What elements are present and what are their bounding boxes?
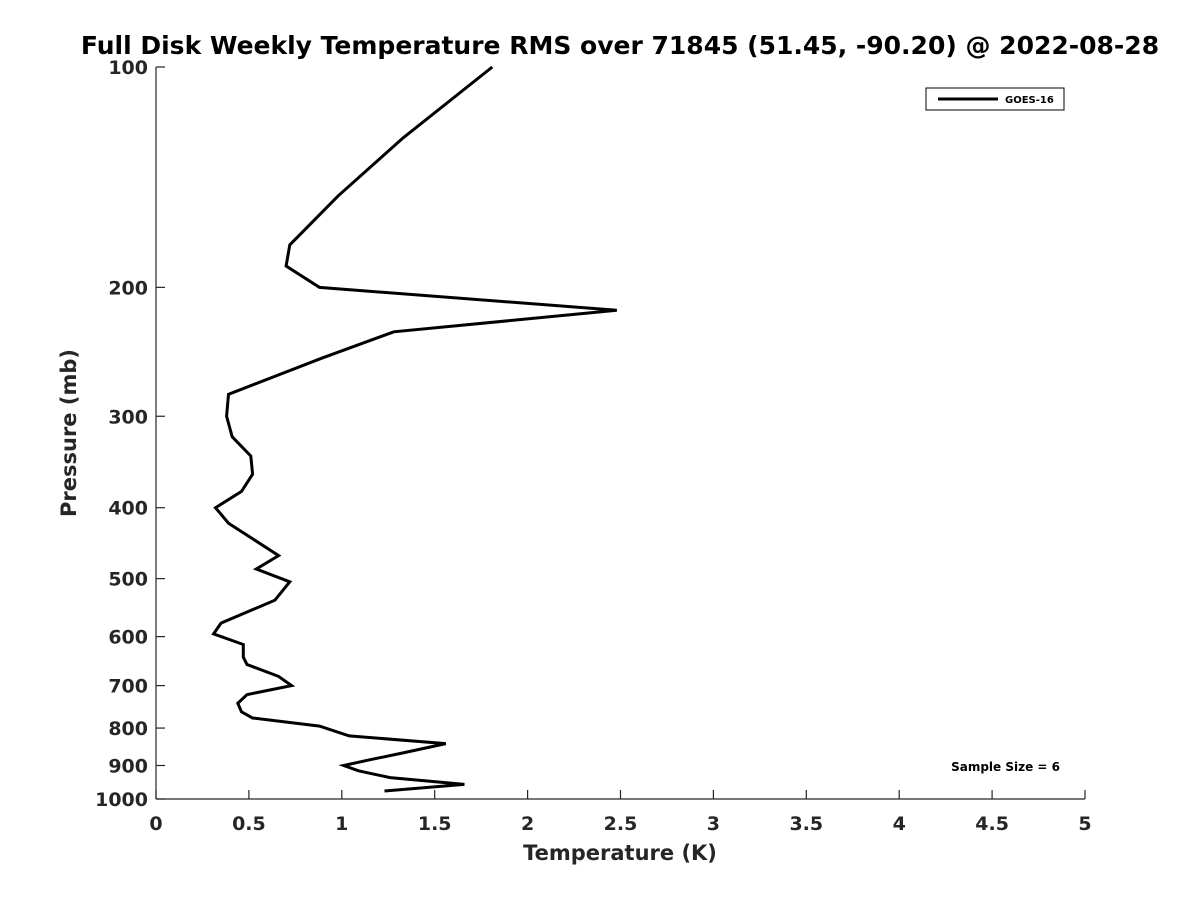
y-tick-label: 400 [108, 498, 148, 520]
y-tick-label: 200 [108, 277, 148, 299]
y-tick-label: 900 [108, 756, 148, 778]
chart-title: Full Disk Weekly Temperature RMS over 71… [81, 31, 1159, 60]
axes: 0 0.5 1 1.5 2 2.5 3 3.5 4 4.5 5 100 200 300 400 500 600 7… [95, 57, 1092, 835]
y-tick-label: 1000 [95, 789, 148, 811]
y-tick-label: 500 [108, 569, 148, 591]
y-tick-label: 800 [108, 718, 148, 740]
x-tick-label: 4 [893, 813, 906, 835]
y-tick-label: 100 [108, 57, 148, 79]
x-tick-label: 2.5 [604, 813, 638, 835]
x-tick-label: 3.5 [789, 813, 823, 835]
legend-label-goes-16: GOES-16 [1005, 95, 1054, 106]
y-tick-label: 700 [108, 676, 148, 698]
sample-size-annotation: Sample Size = 6 [951, 760, 1060, 774]
x-tick-label: 2 [521, 813, 534, 835]
x-tick-label: 4.5 [975, 813, 1009, 835]
y-tick-label: 300 [108, 406, 148, 428]
plot-area [211, 65, 617, 793]
x-axis-label: Temperature (K) [523, 841, 717, 865]
x-tick-label: 0 [149, 813, 162, 835]
x-tick-label: 5 [1078, 813, 1091, 835]
legend: GOES-16 [925, 87, 1065, 111]
y-tick-label: 600 [108, 627, 148, 649]
series-line-goes-16 [211, 65, 617, 793]
x-tick-label: 1 [335, 813, 348, 835]
x-tick-label: 0.5 [232, 813, 266, 835]
x-tick-label: 3 [707, 813, 720, 835]
x-tick-label: 1.5 [418, 813, 452, 835]
y-axis-label: Pressure (mb) [57, 349, 81, 517]
